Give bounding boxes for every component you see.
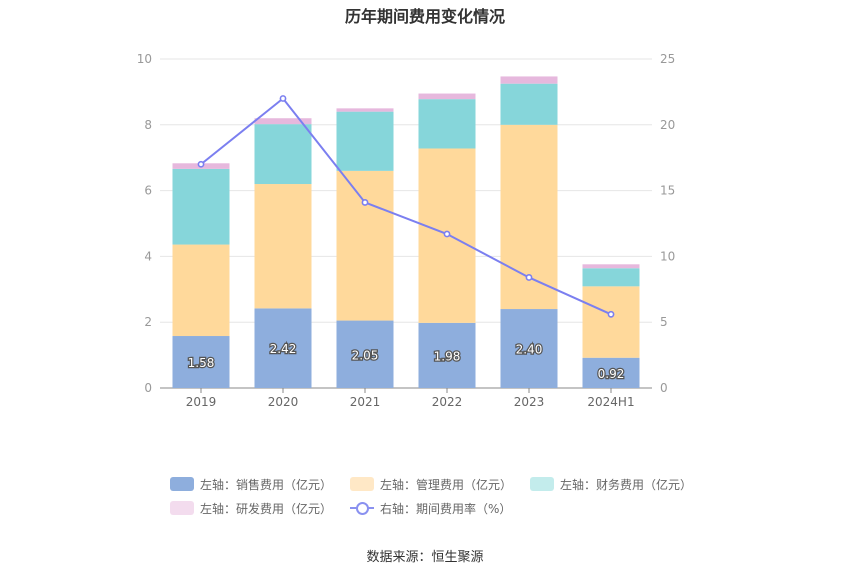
legend-item-sales[interactable]: 左轴：销售费用（亿元） bbox=[170, 476, 332, 493]
legend-label-finance: 左轴：财务费用（亿元） bbox=[560, 477, 693, 492]
bar-segment-3 bbox=[254, 124, 312, 185]
data-label-sales: 2.42 bbox=[270, 342, 297, 356]
left-axis-tick-label: 4 bbox=[144, 249, 152, 263]
right-axis-tick-label: 20 bbox=[660, 118, 675, 132]
left-axis-tick-label: 2 bbox=[144, 315, 152, 329]
legend-swatch-rd bbox=[170, 501, 194, 515]
left-axis-tick-label: 6 bbox=[144, 184, 152, 198]
data-label-sales: 1.98 bbox=[434, 349, 461, 363]
bar-segment-1 bbox=[254, 308, 312, 388]
legend-label-expense-ratio: 右轴：期间费用率（%） bbox=[380, 501, 512, 516]
bar-segment-3 bbox=[172, 168, 230, 245]
legend-item-expense-ratio[interactable]: 右轴：期间费用率（%） bbox=[350, 500, 511, 517]
expense-ratio-point bbox=[361, 199, 369, 206]
bar-segment-4 bbox=[582, 264, 640, 269]
chart-title: 历年期间费用变化情况 bbox=[344, 7, 505, 26]
legend-item-rd[interactable]: 左轴：研发费用（亿元） bbox=[170, 500, 332, 517]
bar-segment-1 bbox=[500, 309, 558, 388]
bar-segment-3 bbox=[418, 99, 476, 149]
expense-ratio-point bbox=[197, 160, 205, 168]
x-axis-tick-label: 2024H1 bbox=[587, 395, 634, 409]
right-axis-tick-label: 15 bbox=[660, 184, 675, 198]
legend-item-admin[interactable]: 左轴：管理费用（亿元） bbox=[350, 476, 512, 493]
bar-segment-3 bbox=[582, 268, 640, 287]
bar-segment-4 bbox=[254, 118, 312, 125]
bar-segment-1 bbox=[418, 322, 476, 388]
bar-segment-2 bbox=[172, 244, 230, 337]
bar-segment-4 bbox=[418, 93, 476, 100]
legend-label-admin: 左轴：管理费用（亿元） bbox=[380, 477, 513, 492]
data-label-sales: 0.92 bbox=[598, 367, 625, 381]
bar-segment-4 bbox=[500, 76, 558, 84]
expense-ratio-point bbox=[443, 230, 451, 238]
left-axis-tick-label: 8 bbox=[144, 118, 152, 132]
chart-plot: 0 2 4 6 8 10 0 5 10 15 20 25 2019 2020 2021 2022 2023 202… bbox=[137, 52, 676, 409]
expense-ratio-line bbox=[200, 97, 612, 316]
expense-ratio-point bbox=[279, 95, 287, 102]
legend-swatch-finance bbox=[530, 477, 555, 491]
bar-segment-4 bbox=[336, 108, 394, 112]
data-source: 数据来源：恒生聚源 bbox=[366, 550, 484, 565]
bar-segment-2 bbox=[254, 184, 312, 309]
bar-segment-2 bbox=[500, 124, 558, 310]
x-axis-tick-label: 2020 bbox=[268, 395, 299, 409]
right-axis-tick-label: 0 bbox=[660, 381, 668, 395]
legend-label-sales: 左轴：销售费用（亿元） bbox=[200, 477, 333, 492]
legend-item-finance[interactable]: 左轴：财务费用（亿元） bbox=[530, 476, 692, 493]
bar-segment-3 bbox=[500, 83, 558, 125]
legend-swatch-sales bbox=[170, 477, 194, 491]
bar-segment-2 bbox=[336, 170, 394, 321]
x-axis-tick-label: 2021 bbox=[350, 395, 381, 409]
expense-ratio-point bbox=[607, 310, 615, 318]
x-axis-tick-label: 2023 bbox=[514, 395, 545, 409]
chart-legend: 左轴：销售费用（亿元） 左轴：管理费用（亿元） 左轴：财务费用（亿元） 左轴：研… bbox=[170, 472, 692, 520]
expense-ratio-point bbox=[525, 274, 533, 281]
bar-segment-1 bbox=[336, 320, 394, 388]
data-label-sales: 1.58 bbox=[188, 356, 215, 370]
data-label-sales: 2.40 bbox=[516, 343, 543, 357]
right-axis-tick-label: 25 bbox=[660, 52, 675, 66]
bar-segment-2 bbox=[582, 286, 640, 358]
right-axis-tick-label: 10 bbox=[660, 249, 675, 263]
bar-segment-1 bbox=[582, 357, 640, 388]
legend-swatch-expense-ratio bbox=[350, 501, 375, 515]
right-axis-tick-label: 5 bbox=[660, 315, 668, 329]
data-label-sales: 2.05 bbox=[352, 348, 379, 362]
legend-label-rd: 左轴：研发费用（亿元） bbox=[200, 501, 333, 516]
bar-segment-1 bbox=[172, 336, 230, 388]
bar-segment-3 bbox=[336, 111, 394, 171]
x-axis-tick-label: 2019 bbox=[186, 395, 217, 409]
left-axis-tick-label: 10 bbox=[137, 52, 152, 66]
x-axis-tick-label: 2022 bbox=[432, 395, 463, 409]
legend-swatch-admin bbox=[350, 477, 375, 491]
left-axis-tick-label: 0 bbox=[144, 381, 152, 395]
